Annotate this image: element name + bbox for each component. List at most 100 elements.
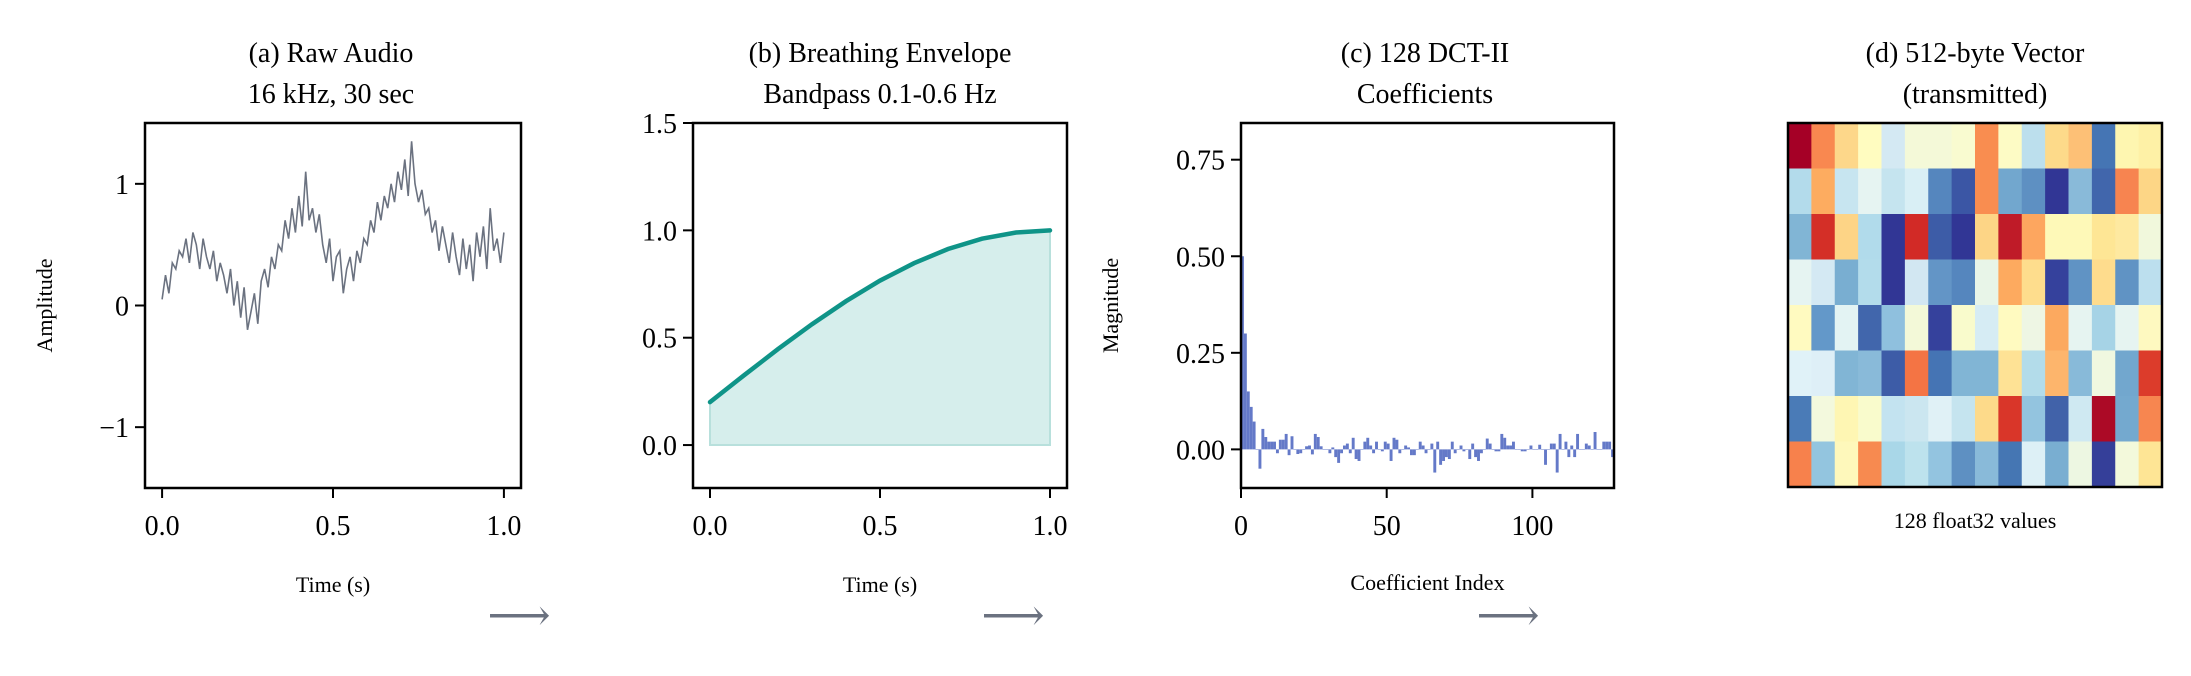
- dct-bar: [1433, 449, 1437, 473]
- dct-bar: [1453, 449, 1457, 454]
- axes-frame: [143, 121, 523, 490]
- dct-bar: [1342, 445, 1346, 450]
- x-tick-label: 1.0: [486, 511, 521, 542]
- heatmap-cell: [2138, 123, 2163, 169]
- dct-bar: [1596, 449, 1600, 450]
- dct-bar: [1479, 449, 1483, 454]
- x-tick-label: 0: [1234, 511, 1248, 542]
- dct-bar: [1261, 428, 1265, 450]
- y-tick-label: 0.75: [1176, 146, 1225, 177]
- heatmap-cell: [2091, 168, 2116, 215]
- dct-bar: [1369, 445, 1373, 450]
- heatmap-cell: [1904, 123, 1929, 169]
- heatmap-cell: [1998, 441, 2023, 488]
- dct-bar: [1345, 443, 1349, 450]
- dct-bar: [1526, 449, 1530, 450]
- dct-bar: [1246, 391, 1250, 450]
- x-tick-label: 50: [1373, 511, 1401, 542]
- dct-bar: [1506, 445, 1510, 450]
- heatmap-cell: [2068, 441, 2093, 488]
- envelope-fill-area: [709, 229, 1051, 447]
- heatmap-cell: [1928, 396, 1953, 442]
- dct-bar: [1319, 446, 1323, 450]
- panel-title-line2: (transmitted): [1903, 79, 2048, 110]
- heatmap-cell: [2021, 214, 2046, 260]
- dct-bar: [1517, 449, 1521, 450]
- heatmap-cell: [1811, 214, 1836, 260]
- heatmap-cell: [1834, 168, 1859, 215]
- dct-bar: [1570, 445, 1574, 450]
- heatmap-cell: [2068, 259, 2093, 306]
- heatmap-cell: [2091, 123, 2116, 169]
- dct-bar: [1325, 449, 1329, 450]
- heatmap-cell: [2021, 441, 2046, 488]
- dct-bar: [1494, 449, 1498, 452]
- dct-bar: [1389, 449, 1393, 461]
- heatmap-cell: [2091, 441, 2116, 488]
- y-tick-label: 0.50: [1176, 242, 1225, 273]
- dct-bar: [1450, 441, 1454, 450]
- dct-bar: [1357, 449, 1361, 461]
- heatmap-cell: [1951, 123, 1976, 169]
- dct-bar: [1296, 449, 1300, 455]
- dct-bar: [1558, 433, 1562, 450]
- dct-bar: [1509, 445, 1513, 450]
- dct-bar: [1491, 449, 1495, 450]
- heatmap-cell: [1881, 123, 1906, 169]
- heatmap-cell: [1811, 441, 1836, 488]
- axes-frame: [1786, 121, 2164, 489]
- heatmap-cell: [1998, 305, 2023, 351]
- heatmap-cell: [1881, 168, 1906, 215]
- dct-bar: [1462, 449, 1466, 452]
- heatmap-caption: 128 float32 values: [1894, 508, 2057, 533]
- heatmap-cell: [1975, 168, 1999, 215]
- heatmap-cell: [1975, 396, 1999, 442]
- heatmap-cell: [1998, 168, 2023, 215]
- y-tick-label: 1.5: [642, 109, 677, 140]
- flow-arrow: ⟶: [487, 591, 550, 640]
- heatmap-cell: [1834, 350, 1859, 397]
- heatmap-cell: [1788, 259, 1812, 306]
- dct-bar: [1564, 441, 1568, 450]
- dct-bar: [1380, 449, 1384, 452]
- dct-bar: [1590, 449, 1594, 450]
- heatmap-cell: [1928, 441, 1953, 488]
- dct-bar: [1328, 449, 1332, 454]
- heatmap-cell: [2021, 396, 2046, 442]
- heatmap-cell: [1858, 214, 1882, 260]
- dct-bar: [1497, 449, 1501, 452]
- envelope-line: [707, 228, 1053, 405]
- dct-bar: [1436, 441, 1440, 450]
- heatmap-cell: [1928, 259, 1953, 306]
- heatmap-cell: [1858, 441, 1882, 488]
- heatmap-cell: [1928, 168, 1953, 215]
- x-axis-label: Time (s): [296, 572, 370, 597]
- panel-c: (c) 128 DCT-II Coefficients 0 50 100 0.75 0.50…: [1098, 38, 1616, 595]
- dct-bar: [1293, 449, 1297, 450]
- heatmap-cell: [2091, 396, 2116, 442]
- dct-bar: [1366, 437, 1370, 450]
- panel-title-line1: (c) 128 DCT-II: [1341, 38, 1509, 69]
- dct-bar: [1456, 449, 1460, 450]
- x-tick-label: 0.5: [863, 511, 898, 542]
- heatmap-cell: [1811, 168, 1836, 215]
- heatmap-cell: [1904, 214, 1929, 260]
- heatmap-cell: [1904, 305, 1929, 351]
- x-axis-label: Time (s): [843, 572, 917, 597]
- heatmap-cell: [2115, 123, 2140, 169]
- dct-bar: [1576, 433, 1580, 450]
- dct-bar: [1477, 449, 1480, 461]
- dct-bar: [1468, 449, 1472, 460]
- dct-bar: [1308, 445, 1311, 450]
- dct-bar: [1424, 449, 1428, 454]
- heatmap-cell: [2138, 259, 2163, 306]
- heatmap-cell: [1998, 350, 2023, 397]
- heatmap-cell: [1858, 305, 1882, 351]
- heatmap-cell: [2115, 214, 2140, 260]
- y-tick-label: 0.25: [1176, 339, 1225, 370]
- heatmap-cell: [2045, 214, 2069, 260]
- dct-bar: [1546, 449, 1550, 450]
- dct-bar: [1305, 446, 1309, 450]
- heatmap-cell: [2138, 214, 2163, 260]
- panel-d: (d) 512-byte Vector (transmitted) 128 floa…: [1786, 38, 2164, 533]
